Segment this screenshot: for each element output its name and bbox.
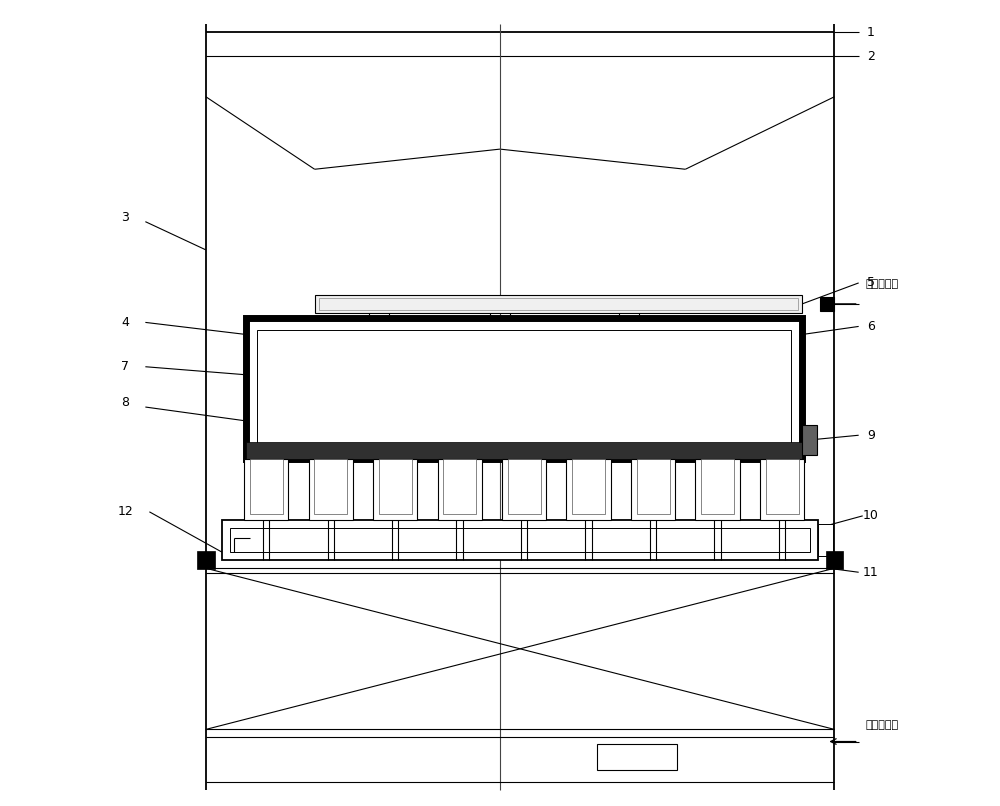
Bar bbox=[572, 459, 605, 514]
Bar bbox=[379, 459, 412, 514]
Bar bbox=[246, 318, 802, 459]
Bar bbox=[818, 524, 833, 556]
Text: 12: 12 bbox=[117, 505, 133, 518]
Bar bbox=[631, 459, 675, 520]
Bar bbox=[319, 298, 798, 310]
Bar bbox=[309, 459, 353, 520]
Text: 汽化相甲酯: 汽化相甲酯 bbox=[865, 721, 898, 730]
Bar bbox=[597, 744, 677, 770]
Bar bbox=[244, 459, 288, 520]
Text: 6: 6 bbox=[867, 320, 875, 333]
Bar bbox=[508, 459, 541, 514]
Bar bbox=[760, 459, 804, 520]
Bar bbox=[802, 425, 817, 455]
Bar bbox=[566, 459, 611, 520]
Bar bbox=[257, 330, 791, 448]
Text: 3: 3 bbox=[121, 211, 129, 224]
Bar bbox=[246, 442, 802, 459]
Bar bbox=[766, 459, 799, 514]
Text: 4: 4 bbox=[121, 316, 129, 329]
Bar bbox=[443, 459, 476, 514]
Text: 9: 9 bbox=[867, 429, 875, 442]
Bar bbox=[373, 459, 417, 520]
Bar bbox=[250, 459, 283, 514]
Text: 11: 11 bbox=[863, 566, 879, 579]
Text: 10: 10 bbox=[863, 509, 879, 522]
Bar bbox=[315, 295, 802, 313]
Bar bbox=[438, 459, 482, 520]
Text: 7: 7 bbox=[121, 360, 129, 373]
Bar bbox=[695, 459, 740, 520]
Text: 5: 5 bbox=[867, 276, 875, 289]
Bar bbox=[637, 459, 670, 514]
Bar bbox=[826, 551, 843, 569]
Text: 1: 1 bbox=[867, 26, 875, 39]
Bar bbox=[701, 459, 734, 514]
Text: 甲酯进料管: 甲酯进料管 bbox=[865, 279, 898, 289]
Bar bbox=[230, 528, 810, 552]
Bar bbox=[222, 520, 818, 560]
Text: 2: 2 bbox=[867, 50, 875, 63]
Bar bbox=[502, 459, 546, 520]
Bar bbox=[197, 551, 215, 569]
Bar bbox=[820, 297, 834, 311]
Bar bbox=[314, 459, 347, 514]
Text: 8: 8 bbox=[121, 397, 129, 409]
